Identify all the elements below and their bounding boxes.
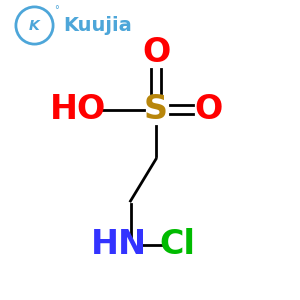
Text: S: S <box>144 93 168 126</box>
Text: K: K <box>29 19 40 32</box>
Text: °: ° <box>54 5 58 15</box>
Text: O: O <box>142 36 170 69</box>
Text: HN: HN <box>90 228 147 261</box>
Text: O: O <box>194 93 223 126</box>
Text: Cl: Cl <box>159 228 195 261</box>
Text: HO: HO <box>50 93 106 126</box>
Text: Kuujia: Kuujia <box>63 16 132 35</box>
